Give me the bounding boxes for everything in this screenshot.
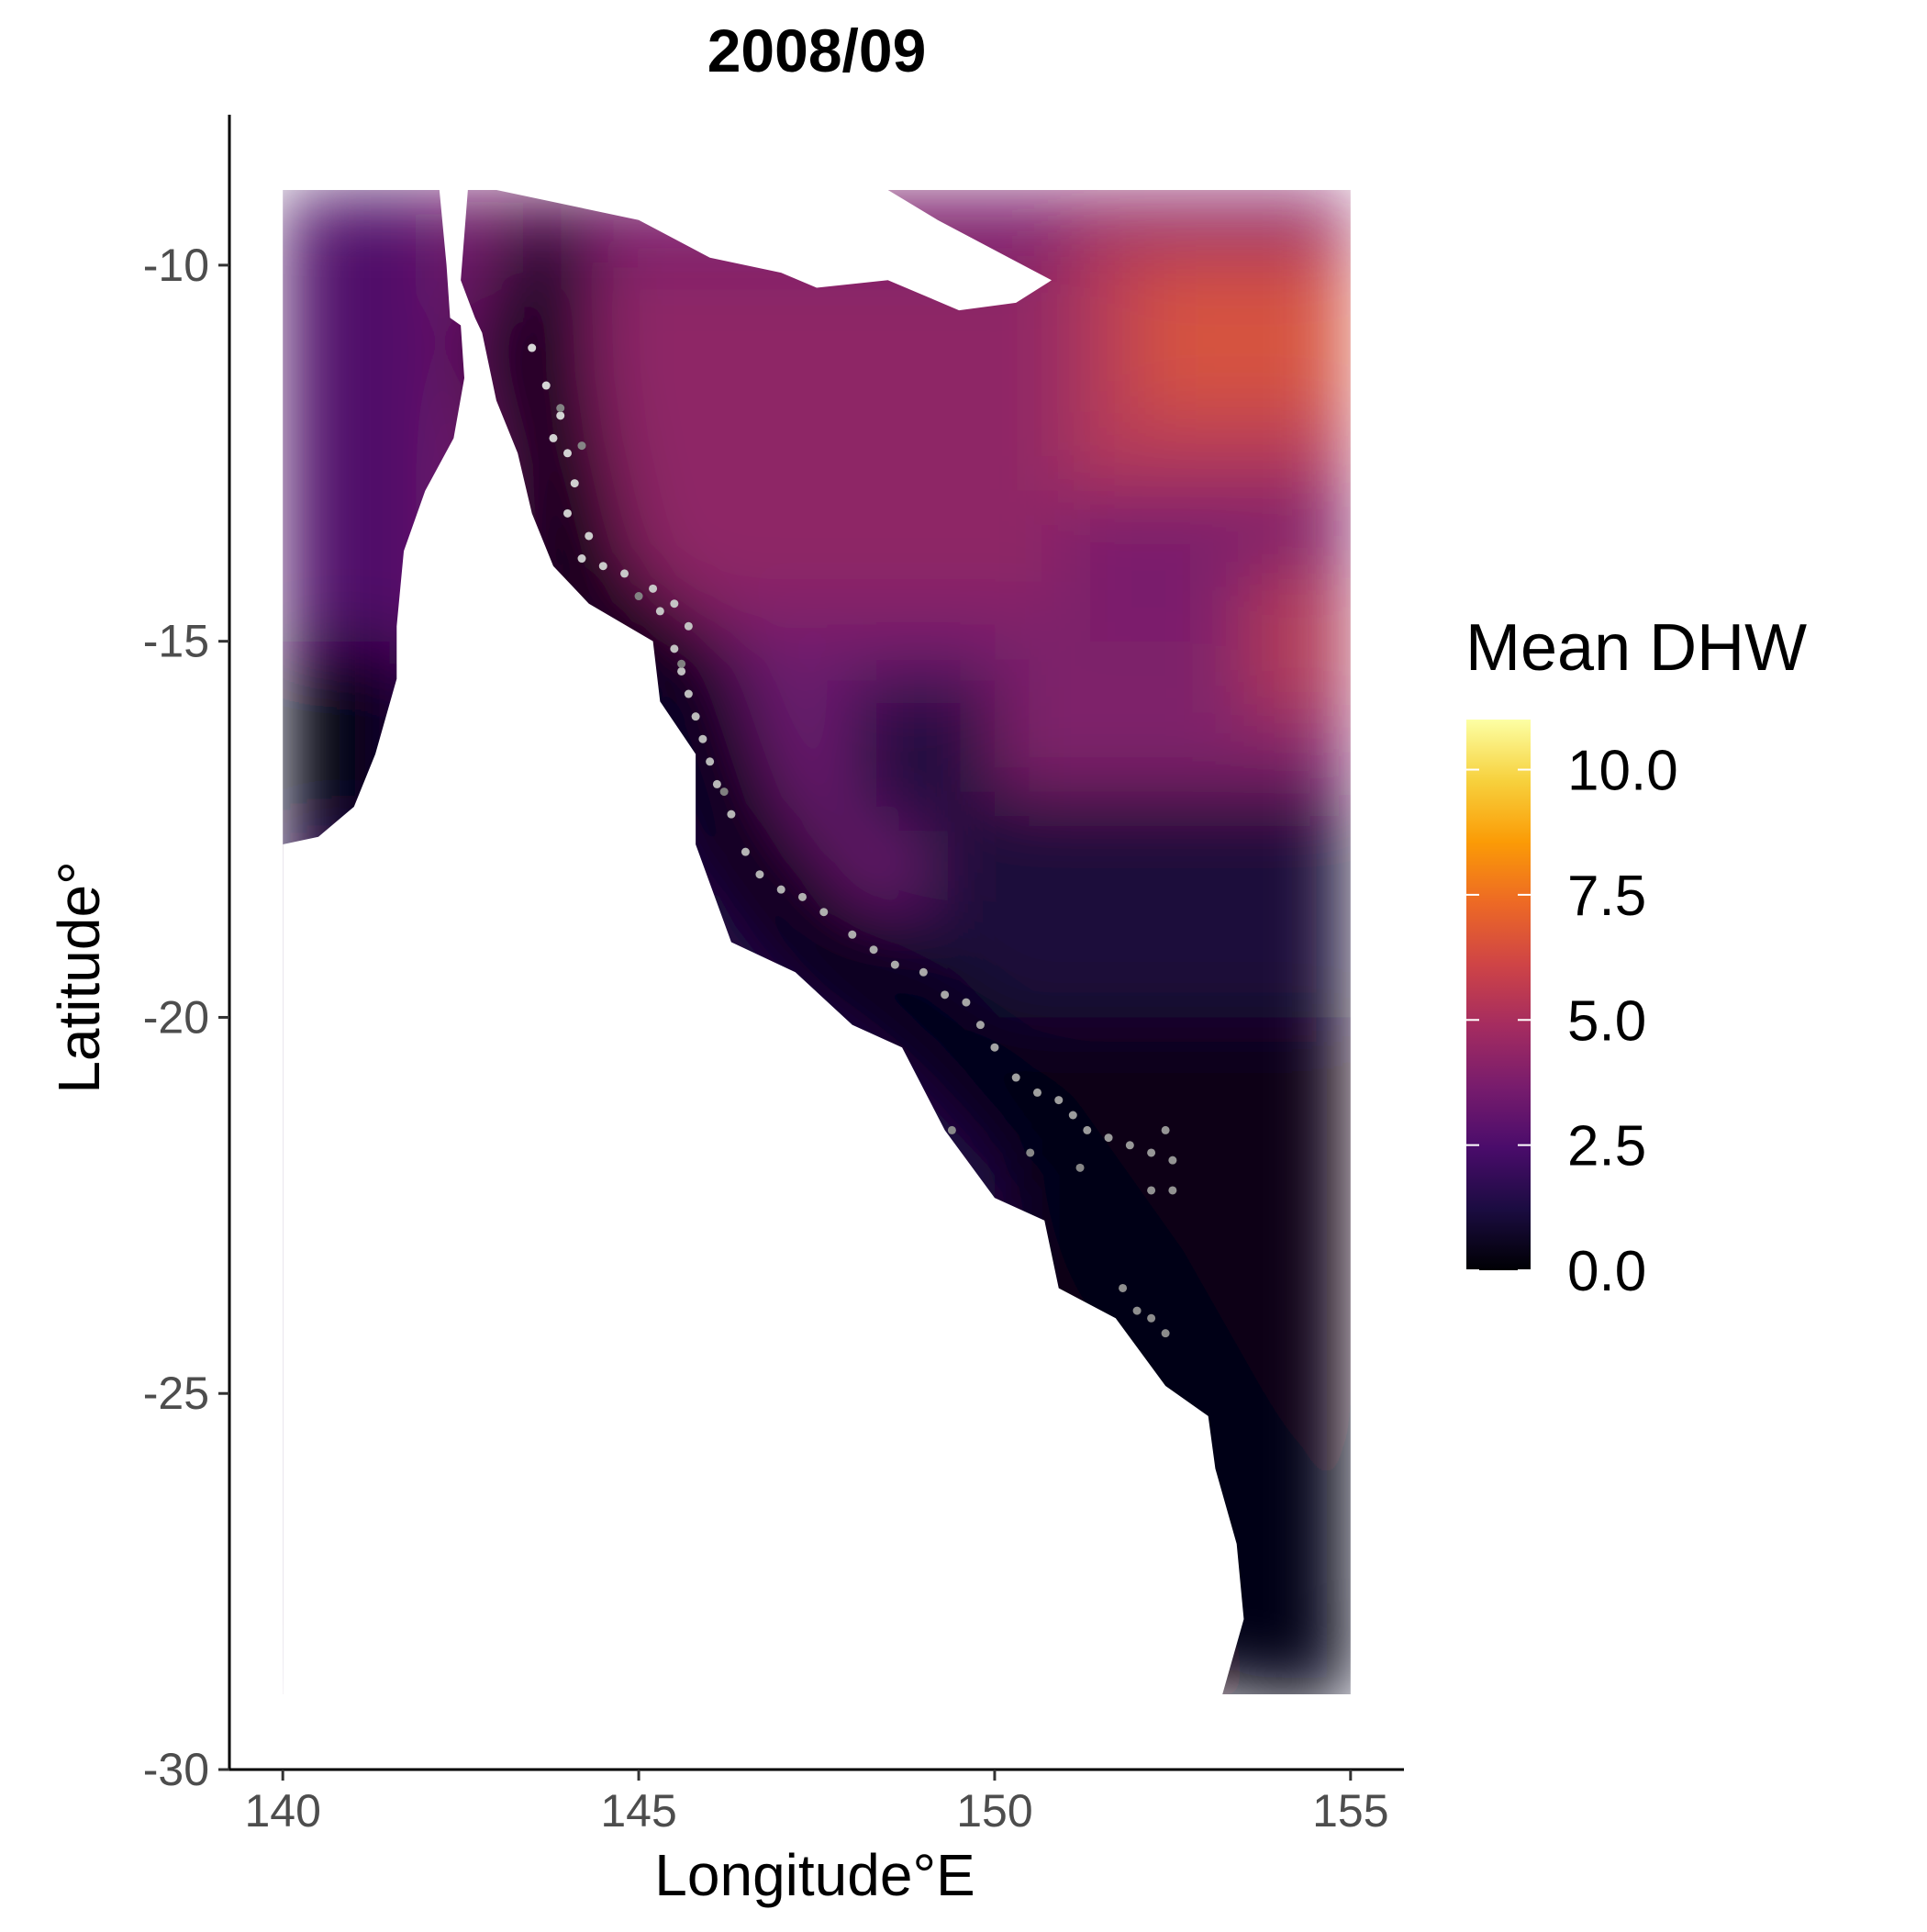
reef-point xyxy=(848,930,857,939)
reef-point xyxy=(634,592,643,601)
reef-point xyxy=(570,479,579,488)
reef-point xyxy=(1168,1156,1177,1165)
reef-point xyxy=(819,908,829,917)
reef-point xyxy=(585,531,594,541)
reef-point xyxy=(563,508,572,518)
y-tick-label: -10 xyxy=(143,240,209,291)
reef-point xyxy=(1032,1088,1041,1097)
y-tick-label: -30 xyxy=(143,1744,209,1795)
legend-title: Mean DHW xyxy=(1465,611,1807,685)
reef-point xyxy=(1054,1096,1064,1105)
dhw-raster xyxy=(283,189,1351,1695)
reef-point xyxy=(1083,1125,1092,1134)
y-tick-label: -15 xyxy=(143,616,209,667)
reef-point xyxy=(541,381,551,390)
y-tick-label: -25 xyxy=(143,1368,209,1419)
reef-point xyxy=(797,892,807,901)
reef-point xyxy=(890,960,899,969)
reef-point xyxy=(549,433,558,442)
australia-land xyxy=(283,189,1244,1695)
reef-point xyxy=(947,1125,956,1134)
legend-label: 5.0 xyxy=(1567,989,1646,1053)
x-tick-label: 155 xyxy=(1312,1785,1388,1837)
reef-point xyxy=(1132,1306,1142,1315)
y-tick-label: -20 xyxy=(143,991,209,1043)
reef-point xyxy=(1026,1148,1035,1157)
x-tick-label: 145 xyxy=(600,1785,676,1837)
reef-point xyxy=(563,449,572,458)
reef-point xyxy=(684,621,693,631)
y-axis-title: Latitude° xyxy=(46,861,112,1093)
legend-label: 7.5 xyxy=(1567,865,1646,928)
reef-point xyxy=(719,787,729,797)
reef-point xyxy=(962,998,971,1007)
reef-point xyxy=(677,659,686,668)
reef-point xyxy=(684,689,693,698)
reef-point xyxy=(577,441,586,451)
reef-point xyxy=(941,990,950,1000)
reef-point xyxy=(1147,1148,1156,1157)
reef-point xyxy=(598,562,607,571)
x-tick-label: 150 xyxy=(956,1785,1032,1837)
legend-label: 0.0 xyxy=(1567,1240,1646,1303)
reef-point xyxy=(1075,1163,1085,1172)
reef-point xyxy=(670,644,679,653)
reef-point xyxy=(698,734,707,743)
legend-ticks: 0.0 2.5 5.0 7.5 10.0 xyxy=(1466,740,1678,1303)
reef-point xyxy=(655,607,664,616)
reef-point xyxy=(620,569,629,578)
reef-point xyxy=(577,554,586,564)
reef-point xyxy=(1161,1125,1170,1134)
reef-point xyxy=(1119,1283,1128,1292)
reef-point xyxy=(1161,1329,1170,1338)
reef-point xyxy=(869,945,878,955)
reef-point xyxy=(712,779,721,788)
reef-point xyxy=(1147,1313,1156,1323)
reef-point xyxy=(677,666,686,676)
reef-point xyxy=(556,411,565,420)
legend-label: 10.0 xyxy=(1567,740,1678,803)
png-land xyxy=(496,189,1052,311)
axes: 140 145 150 155 -10 -15 -20 -25 -30 xyxy=(143,115,1404,1837)
chart-title: 2008/09 xyxy=(707,17,927,84)
reef-point xyxy=(755,870,764,879)
reef-point xyxy=(528,343,537,352)
dhw-region xyxy=(603,264,1066,604)
reef-point xyxy=(1068,1111,1077,1120)
reef-point xyxy=(727,810,736,819)
reef-point xyxy=(1168,1186,1177,1195)
reef-point xyxy=(691,712,700,721)
reef-point xyxy=(776,885,785,894)
reef-point xyxy=(919,967,928,977)
legend-colorbar xyxy=(1466,720,1531,1270)
reef-point xyxy=(556,404,565,413)
reef-point xyxy=(706,757,715,766)
x-tick-label: 140 xyxy=(244,1785,320,1837)
reef-point xyxy=(990,1043,999,1052)
legend-label: 2.5 xyxy=(1567,1115,1646,1178)
dhw-region xyxy=(1243,565,1351,717)
reef-point xyxy=(649,584,658,593)
reef-point xyxy=(670,599,679,609)
reef-point xyxy=(1125,1141,1134,1150)
reef-point xyxy=(1104,1134,1113,1143)
reef-point xyxy=(975,1021,985,1030)
reef-points xyxy=(528,343,1177,1338)
reef-point xyxy=(1147,1186,1156,1195)
legend: Mean DHW 0.0 2.5 5.0 7.5 10.0 xyxy=(1465,611,1807,1303)
dhw-region xyxy=(923,791,1351,1018)
dhw-region xyxy=(1137,264,1351,416)
x-axis-title: Longitude°E xyxy=(654,1842,975,1908)
reef-point xyxy=(741,847,750,856)
reef-point xyxy=(1011,1073,1020,1082)
